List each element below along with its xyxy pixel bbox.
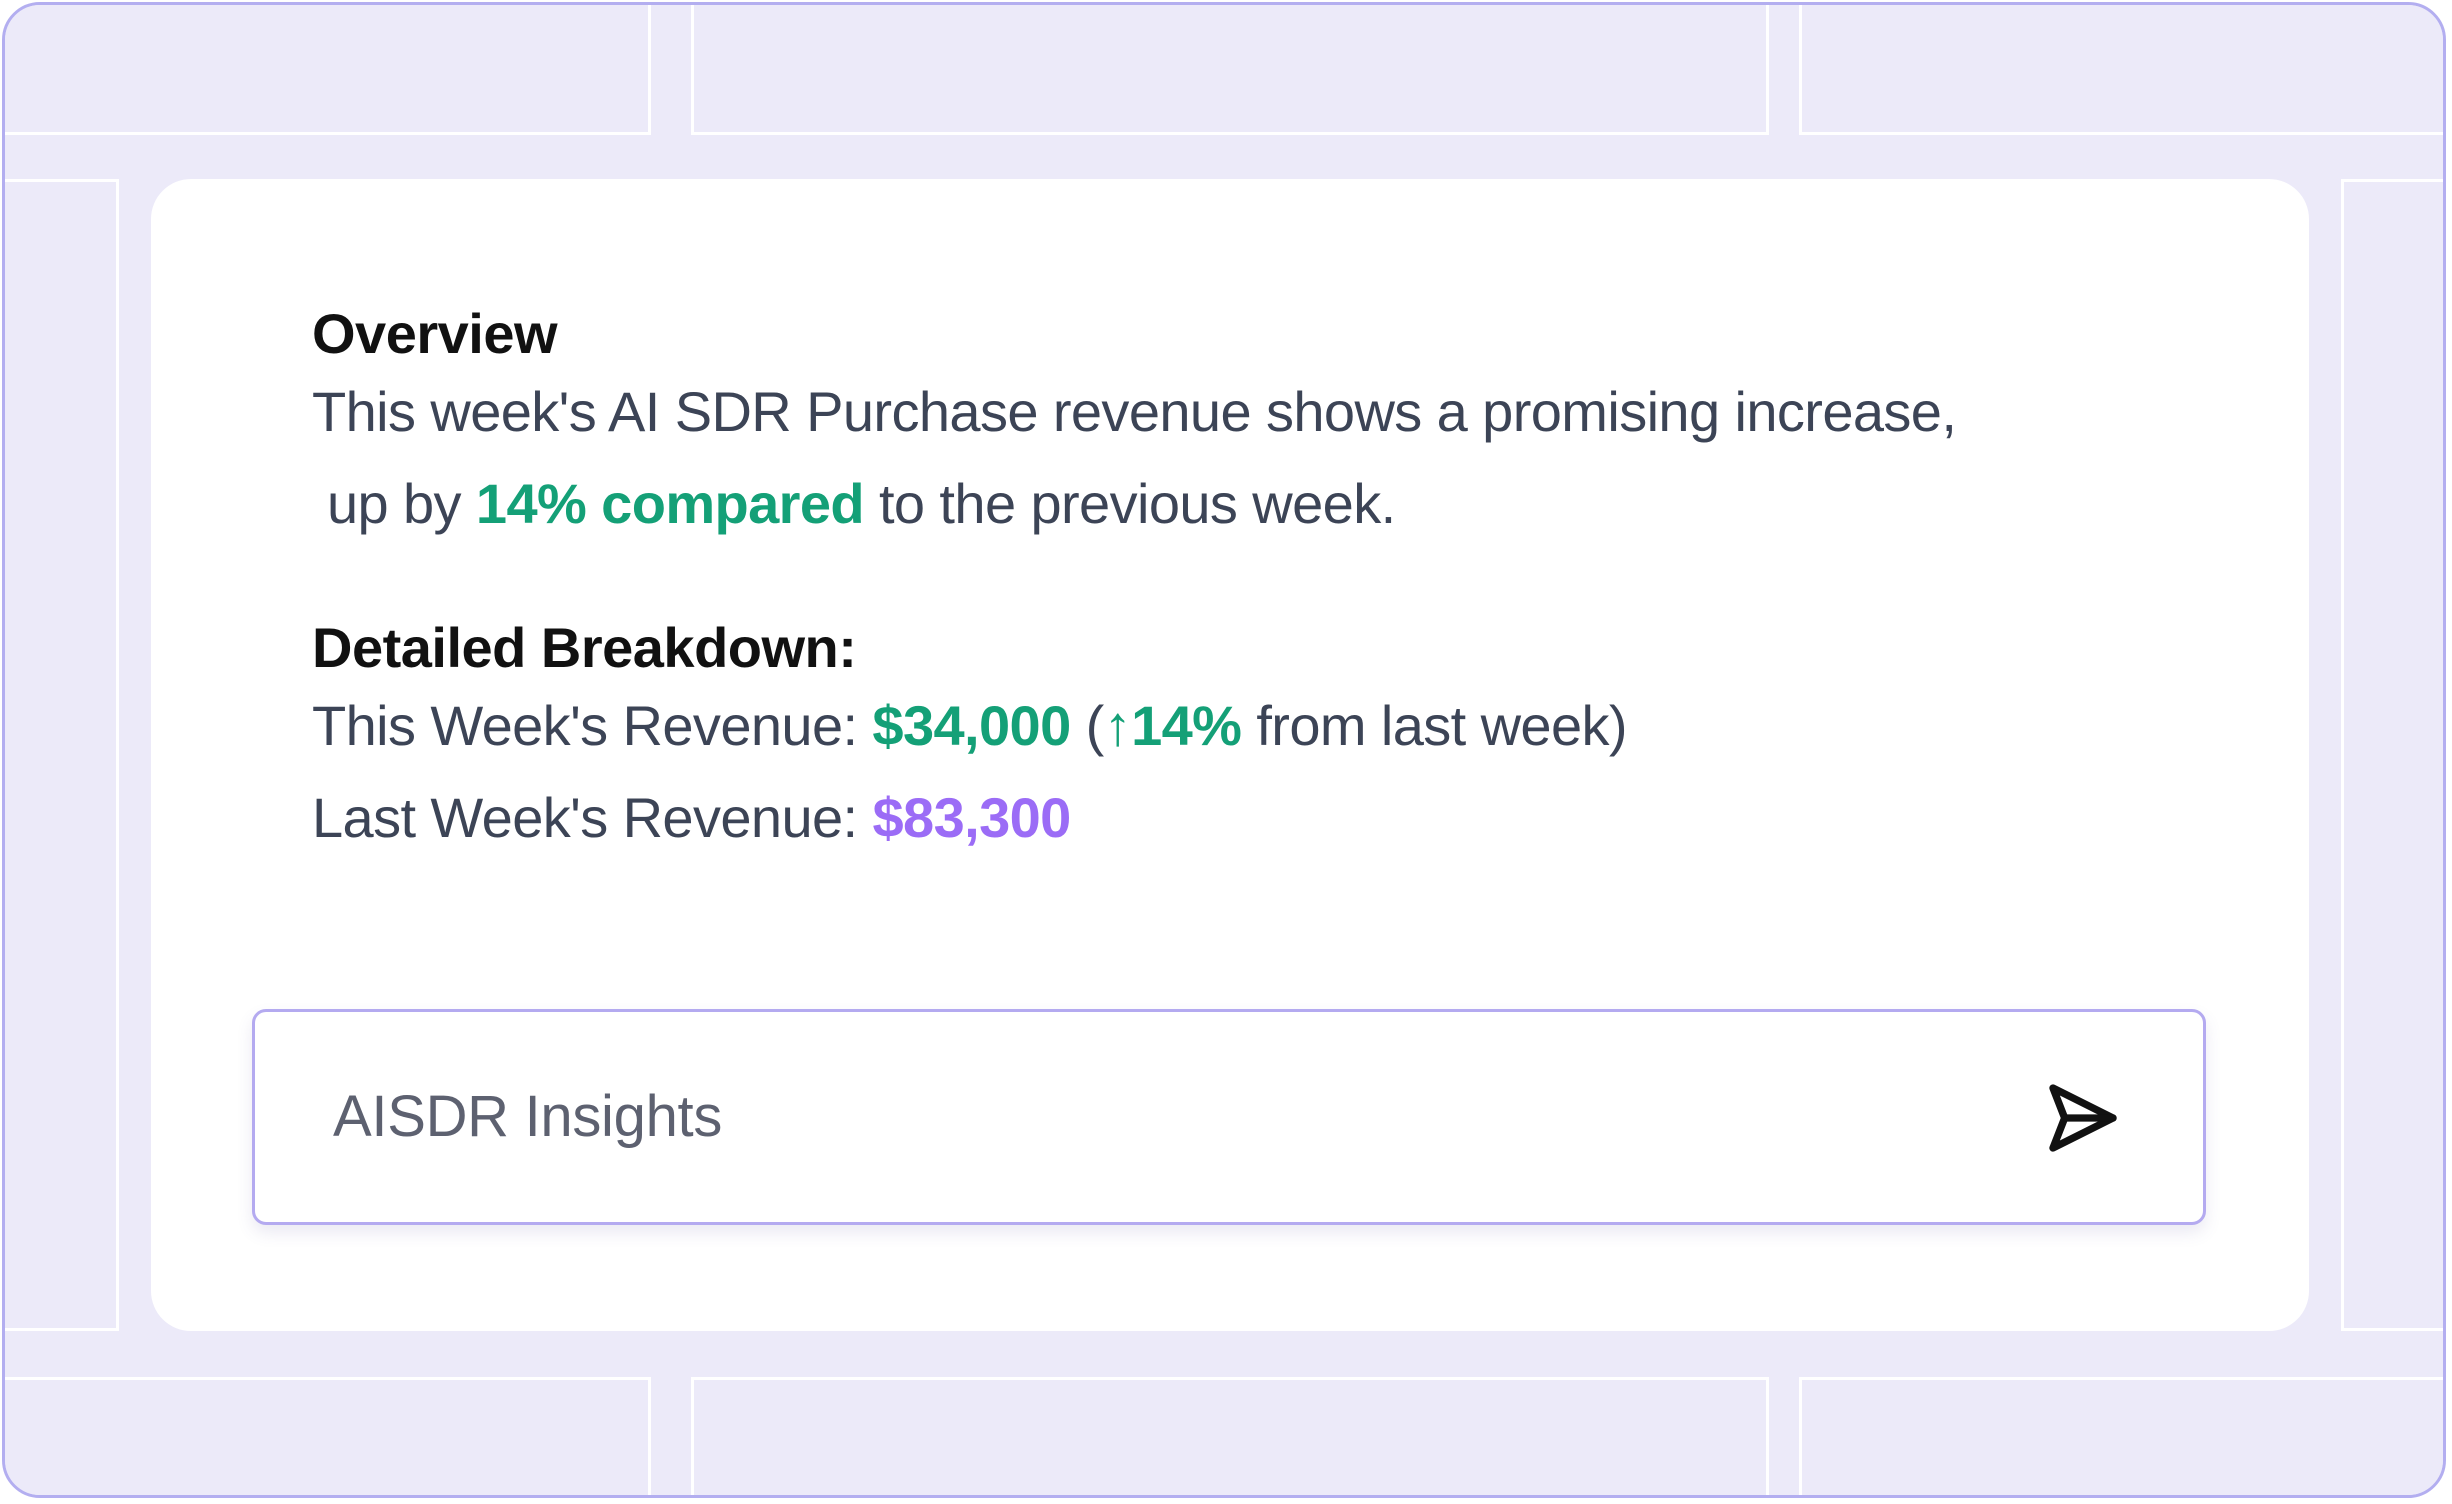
send-icon[interactable]: [2043, 1078, 2123, 1158]
insights-card: Overview This week's AI SDR Purchase rev…: [151, 179, 2309, 1331]
this-week-revenue-label: This Week's Revenue:: [312, 694, 873, 757]
increase-highlight: 14% compared: [475, 472, 865, 535]
bg-tile: [691, 5, 1769, 135]
breakdown-list: This Week's Revenue: $34,000 (↑14% from …: [312, 680, 2212, 864]
revenue-change-suffix: from last week): [1241, 694, 1627, 757]
overview-line-2-prefix: up by: [326, 472, 476, 535]
overview-line-1: This week's AI SDR Purchase revenue show…: [312, 380, 1957, 443]
last-week-revenue-row: Last Week's Revenue: $83,300: [312, 786, 1071, 849]
bg-tile: [5, 5, 651, 135]
overview-heading: Overview: [312, 302, 558, 365]
overview-paragraph: This week's AI SDR Purchase revenue show…: [312, 366, 2212, 550]
revenue-change-badge: ↑14%: [1103, 694, 1242, 757]
last-week-revenue-value: $83,300: [872, 786, 1071, 849]
breakdown-heading: Detailed Breakdown:: [312, 616, 857, 679]
input-placeholder[interactable]: AISDR Insights: [333, 1084, 723, 1149]
insights-content: Overview This week's AI SDR Purchase rev…: [312, 302, 2212, 864]
bg-tile: [2341, 179, 2443, 1331]
bg-tile: [1799, 5, 2443, 135]
this-week-revenue-row: This Week's Revenue: $34,000 (↑14% from …: [312, 694, 1628, 757]
overview-line-2: up by 14% compared to the previous week.: [312, 472, 1396, 535]
bg-tile: [691, 1377, 1769, 1495]
bg-tile: [1799, 1377, 2443, 1495]
insights-query-input[interactable]: AISDR Insights: [252, 1009, 2206, 1225]
change-open-paren: (: [1070, 694, 1105, 757]
overview-line-2-suffix: to the previous week.: [864, 472, 1396, 535]
last-week-revenue-label: Last Week's Revenue:: [312, 786, 873, 849]
bg-tile: [5, 1377, 651, 1495]
bg-tile: [5, 179, 119, 1331]
this-week-revenue-value: $34,000: [872, 694, 1071, 757]
